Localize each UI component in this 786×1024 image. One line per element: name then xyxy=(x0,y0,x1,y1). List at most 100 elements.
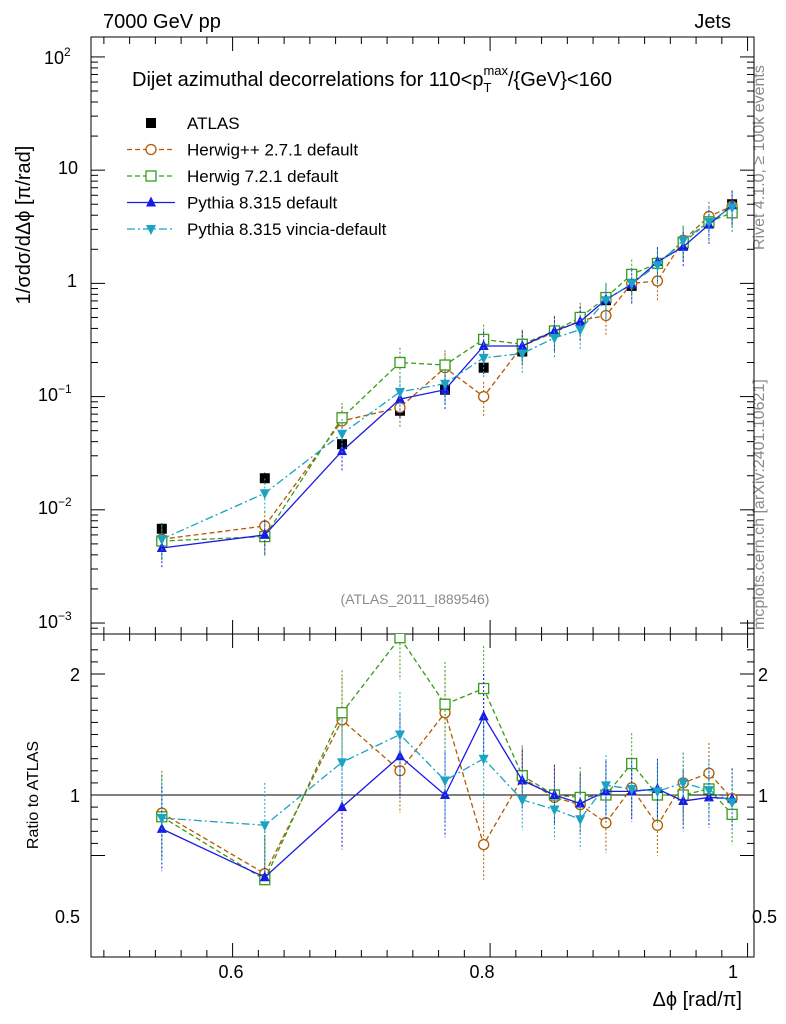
analysis-tag: (ATLAS_2011_I889546) xyxy=(341,591,490,607)
point-herwig-2-7-1-default xyxy=(478,390,490,403)
rtick-1: 1 xyxy=(70,786,80,806)
point-pythia-8-315-vincia-default xyxy=(517,349,528,360)
ratio-point-pythia-8-315-default xyxy=(259,871,270,882)
legend-label-herwig-2-7-1-default: Herwig++ 2.7.1 default xyxy=(187,141,358,160)
point-pythia-8-315-default xyxy=(337,445,348,456)
header-left: 7000 GeV pp xyxy=(103,11,221,33)
mcplots-label: mcplots.cern.ch [arXiv:2401.10621] xyxy=(751,379,768,630)
rtick-0p5: 0.5 xyxy=(55,907,80,927)
ratio-point-pythia-8-315-vincia-default xyxy=(337,758,348,769)
point-pythia-8-315-vincia-default xyxy=(626,279,637,290)
ratio-point-pythia-8-315-vincia-default xyxy=(478,754,489,765)
line-pythia-8-315-vincia-default xyxy=(161,206,733,540)
point-pythia-8-315-vincia-default xyxy=(600,296,611,307)
legend-marker-herwig-7-2-1-default xyxy=(145,170,157,182)
point-pythia-8-315-vincia-default xyxy=(678,236,689,247)
title-sup: max xyxy=(483,63,508,78)
ytick-0p01: 10−2 xyxy=(38,495,72,518)
point-herwig-7-2-1-default xyxy=(394,356,406,369)
point-pythia-8-315-vincia-default xyxy=(156,535,167,546)
ratio-point-herwig-7-2-1-default xyxy=(439,698,451,710)
ratio-point-pythia-8-315-default xyxy=(678,795,689,806)
ratio-point-pythia-8-315-vincia-default xyxy=(517,795,528,806)
point-pythia-8-315-default xyxy=(259,528,270,539)
ratio-point-pythia-8-315-vincia-default xyxy=(156,813,167,824)
ytick-0p001: 10−3 xyxy=(38,609,72,632)
xtick-1: 1 xyxy=(728,962,738,982)
ratio-point-pythia-8-315-default xyxy=(394,750,405,761)
rtick-right-1: 1 xyxy=(758,786,768,806)
legend-label-pythia-8-315-vincia-default: Pythia 8.315 vincia-default xyxy=(187,220,387,239)
rtick-2: 2 xyxy=(70,665,80,685)
point-pythia-8-315-vincia-default xyxy=(652,261,663,272)
axis-ticks xyxy=(91,37,754,957)
point-pythia-8-315-vincia-default xyxy=(478,353,489,364)
x-axis-label: Δϕ [rad/π] xyxy=(653,989,743,1011)
x-tick-labels: 0.6 0.8 1 xyxy=(218,962,738,982)
ratio-point-herwig-2-7-1-default xyxy=(600,817,612,829)
header-right: Jets xyxy=(694,11,731,33)
legend-marker-herwig-2-7-1-default xyxy=(145,143,157,156)
xtick-0p8: 0.8 xyxy=(469,962,494,982)
ratio-point-herwig-7-2-1-default xyxy=(394,634,406,644)
point-atlas xyxy=(259,473,270,484)
ytick-100: 102 xyxy=(44,45,71,68)
y-axis-label-main: 1/σdσ/dΔϕ [π/rad] xyxy=(13,146,35,305)
ratio-point-herwig-7-2-1-default xyxy=(478,682,490,695)
point-pythia-8-315-vincia-default xyxy=(549,333,560,344)
legend-label-pythia-8-315-default: Pythia 8.315 default xyxy=(187,194,338,213)
point-pythia-8-315-vincia-default xyxy=(337,429,348,440)
title-sub: T xyxy=(483,80,491,95)
ratio-point-pythia-8-315-vincia-default xyxy=(703,786,714,797)
ratio-point-pythia-8-315-vincia-default xyxy=(652,787,663,798)
xtick-0p6: 0.6 xyxy=(218,962,243,982)
y-axis-label-ratio: Ratio to ATLAS xyxy=(25,741,42,849)
point-pythia-8-315-vincia-default xyxy=(727,203,738,214)
point-pythia-8-315-default xyxy=(549,324,560,335)
ratio-y-tick-labels: 2 1 0.5 xyxy=(55,665,80,927)
ratio-point-pythia-8-315-vincia-default xyxy=(600,781,611,792)
ratio-point-pythia-8-315-vincia-default xyxy=(549,805,560,816)
ratio-point-pythia-8-315-vincia-default xyxy=(626,784,637,795)
ratio-point-pythia-8-315-vincia-default xyxy=(727,798,738,809)
rivet-label: Rivet 4.1.0, ≥ 100k events xyxy=(751,65,768,250)
ytick-10: 10 xyxy=(58,158,78,178)
title-suffix: /{GeV}<160 xyxy=(508,69,612,91)
point-pythia-8-315-vincia-default xyxy=(440,379,451,390)
point-herwig-7-2-1-default xyxy=(336,412,348,424)
legend-label-atlas: ATLAS xyxy=(187,114,240,133)
point-pythia-8-315-default xyxy=(156,541,167,552)
legend-marker-pythia-8-315-default xyxy=(146,196,156,207)
ratio-point-herwig-7-2-1-default xyxy=(336,707,348,719)
point-pythia-8-315-vincia-default xyxy=(703,217,714,228)
ratio-line-herwig-7-2-1-default xyxy=(161,636,733,881)
ratio-point-pythia-8-315-vincia-default xyxy=(259,821,270,832)
ratio-point-pythia-8-315-vincia-default xyxy=(440,776,451,787)
point-pythia-8-315-vincia-default xyxy=(575,325,586,336)
legend-label-herwig-7-2-1-default: Herwig 7.2.1 default xyxy=(187,167,338,186)
legend-marker-pythia-8-315-vincia-default xyxy=(146,225,156,235)
point-pythia-8-315-vincia-default xyxy=(259,489,270,500)
chart-title: Dijet azimuthal decorrelations for 110<p… xyxy=(132,63,612,95)
ratio-point-herwig-2-7-1-default xyxy=(478,838,490,851)
point-pythia-8-315-vincia-default xyxy=(394,387,405,398)
title-prefix: Dijet azimuthal decorrelations for 110<p xyxy=(132,69,483,91)
ratio-y-tick-labels-right: 2 1 0.5 xyxy=(752,665,777,927)
legend-marker-atlas xyxy=(146,118,156,128)
ratio-point-pythia-8-315-default xyxy=(337,801,348,812)
line-pythia-8-315-default xyxy=(161,204,733,549)
legend: ATLAS Herwig++ 2.7.1 default Herwig 7.2.1 … xyxy=(127,114,387,239)
ratio-point-pythia-8-315-default xyxy=(478,710,489,721)
ytick-1: 1 xyxy=(67,271,77,291)
ratio-point-pythia-8-315-vincia-default xyxy=(394,730,405,741)
rtick-right-2: 2 xyxy=(758,665,768,685)
ratio-series xyxy=(156,634,738,886)
ratio-point-pythia-8-315-default xyxy=(549,789,560,799)
ratio-point-pythia-8-315-vincia-default xyxy=(575,815,586,826)
main-series xyxy=(156,190,738,570)
ytick-0p1: 10−1 xyxy=(38,382,72,405)
rtick-right-0p5: 0.5 xyxy=(752,907,777,927)
line-herwig-7-2-1-default xyxy=(161,212,733,542)
point-herwig-7-2-1-default xyxy=(439,359,451,371)
